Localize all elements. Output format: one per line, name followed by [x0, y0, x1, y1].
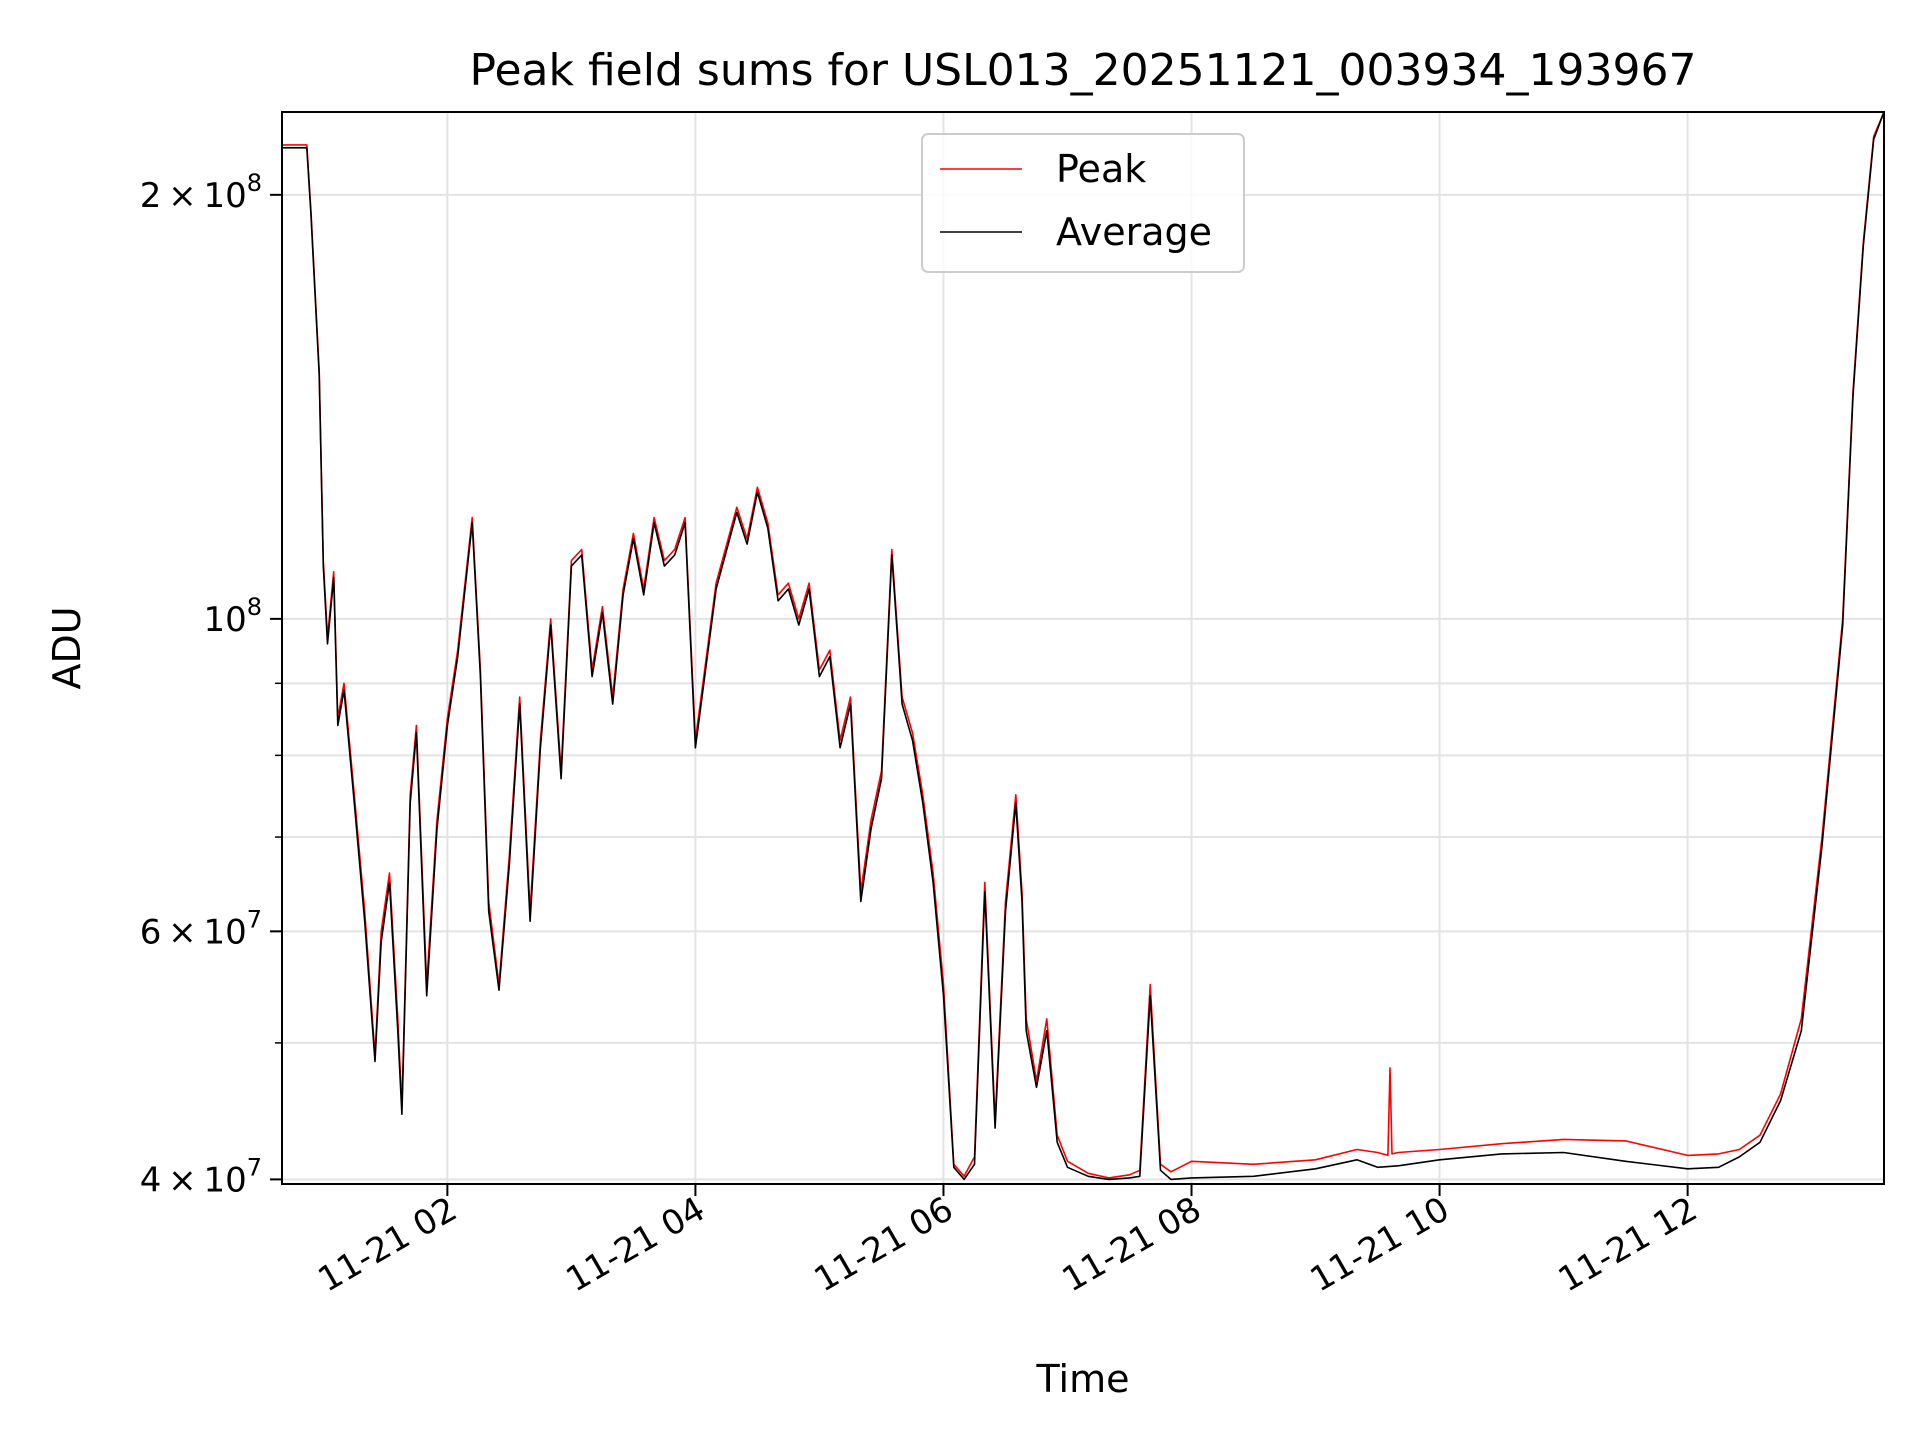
legend: Peak Average — [921, 133, 1245, 273]
x-axis-label: Time — [1036, 1357, 1130, 1401]
series-line-average — [282, 112, 1884, 1181]
plot-area: 11-21 02 11-21 04 11-21 06 11-21 08 11-21 10… — [140, 111, 1885, 1300]
series-layer — [282, 112, 1884, 1181]
grid — [282, 112, 1884, 1184]
y-tick-label: 4 × 107 — [140, 1153, 262, 1200]
y-axis-label: ADU — [45, 606, 89, 689]
legend-label-peak: Peak — [1056, 147, 1146, 191]
chart-title: Peak field sums for USL013_20251121_0039… — [470, 45, 1697, 96]
y-tick-label: 6 × 107 — [140, 905, 262, 952]
y-tick-label: 108 — [203, 593, 262, 640]
y-tick-label: 2 × 108 — [140, 169, 262, 216]
plot-frame — [281, 111, 1885, 1185]
y-axis-ticks: 4 × 107 6 × 107 108 2 × 108 — [140, 169, 282, 1200]
legend-label-average: Average — [1056, 210, 1212, 254]
